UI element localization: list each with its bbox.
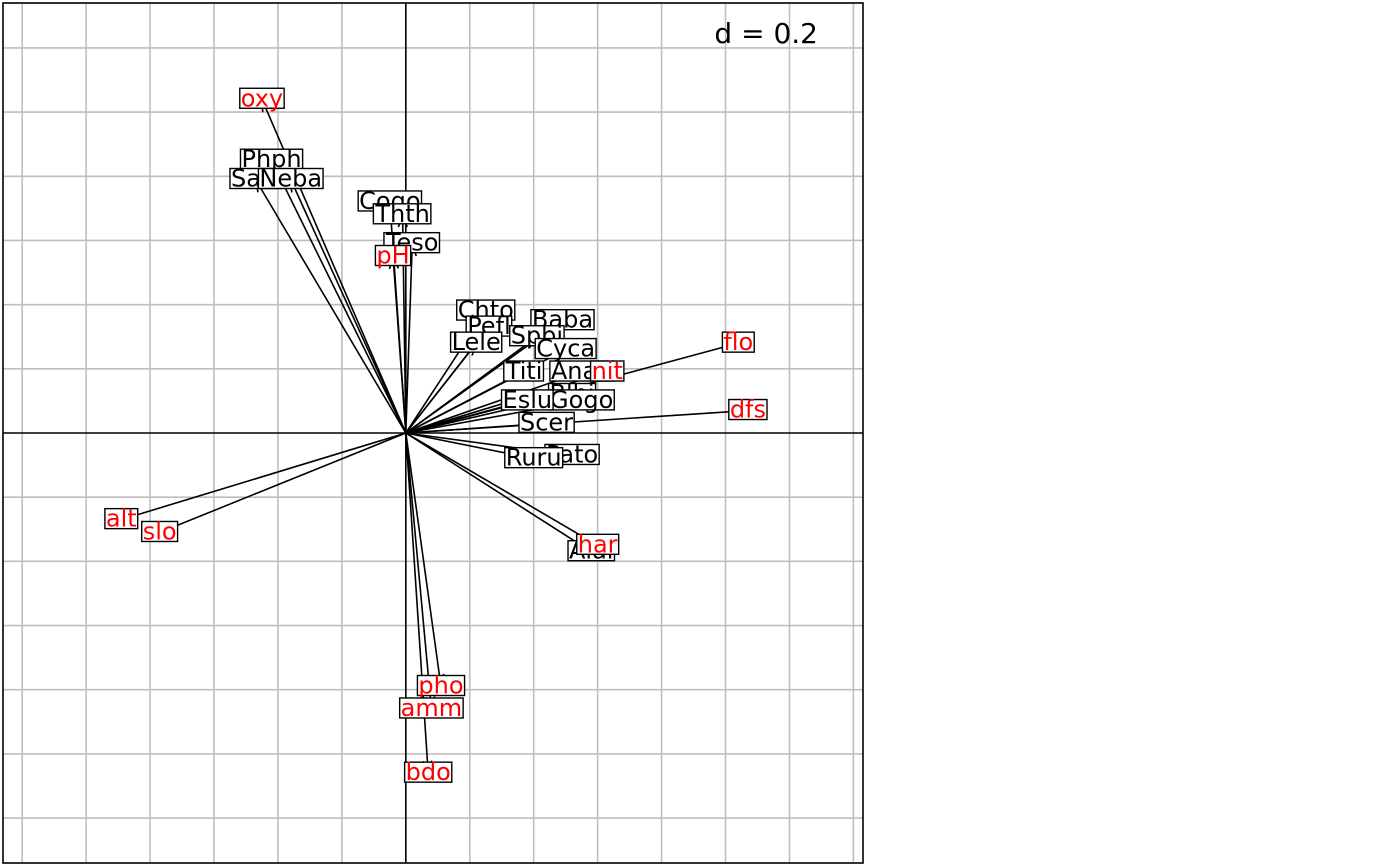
label-text: Lele bbox=[452, 328, 501, 356]
label-text: Eslu bbox=[503, 386, 553, 414]
label-text: Scer bbox=[520, 408, 573, 436]
label-text: nit bbox=[592, 357, 623, 385]
arrow-bdo bbox=[405, 432, 430, 774]
label-box bbox=[257, 167, 324, 190]
label-text: slo bbox=[143, 517, 177, 545]
label-text: flo bbox=[723, 328, 753, 356]
label-box bbox=[141, 520, 179, 543]
label-box bbox=[416, 674, 466, 697]
plot-frame bbox=[2, 2, 864, 864]
label-text: dfs bbox=[730, 396, 766, 424]
env-label-har: har bbox=[576, 530, 620, 558]
label-text: har bbox=[578, 530, 618, 558]
arrow-pho bbox=[405, 432, 442, 687]
env-label-bdo: bdo bbox=[403, 758, 453, 786]
arrow-spbi bbox=[405, 336, 538, 434]
env-label-amm: amm bbox=[398, 694, 464, 722]
label-text: pH bbox=[376, 242, 409, 270]
point-labels: PhphSatrNebaCogoThthTesoChtoPeflLeleBaba… bbox=[104, 84, 768, 786]
arrow-neba bbox=[290, 179, 407, 434]
scale-label: d = 0.2 bbox=[714, 17, 818, 50]
arrow-har bbox=[405, 432, 599, 547]
env-label-dfs: dfs bbox=[728, 396, 768, 424]
label-box bbox=[500, 389, 554, 411]
species-label-ruru: Ruru bbox=[504, 444, 564, 472]
label-text: pho bbox=[418, 672, 463, 700]
env-label-ph: pH bbox=[374, 242, 412, 270]
label-text: bdo bbox=[406, 758, 451, 786]
arrow-lele bbox=[405, 342, 477, 434]
label-box bbox=[374, 244, 412, 267]
label-box bbox=[534, 337, 597, 360]
arrow-teso bbox=[405, 243, 414, 434]
species-label-eslu: Eslu bbox=[500, 386, 554, 414]
arrow-satr bbox=[254, 179, 407, 434]
label-text: alt bbox=[106, 505, 137, 533]
label-box bbox=[721, 331, 755, 353]
label-box bbox=[403, 761, 453, 783]
env-label-nit: nit bbox=[589, 357, 625, 385]
arrow-alt bbox=[121, 432, 407, 521]
species-label-lele: Lele bbox=[449, 328, 503, 356]
label-text: Neba bbox=[259, 164, 322, 192]
label-box bbox=[398, 697, 464, 719]
label-box bbox=[518, 411, 575, 434]
species-label-cyca: Cyca bbox=[534, 335, 597, 363]
label-box bbox=[449, 331, 503, 353]
species-label-neba: Neba bbox=[257, 164, 324, 192]
label-text: Ruru bbox=[506, 444, 562, 472]
arrow-slo bbox=[159, 432, 407, 534]
species-label-scer: Scer bbox=[518, 408, 575, 436]
env-label-oxy: oxy bbox=[239, 84, 285, 112]
arrow-amm bbox=[405, 432, 433, 710]
env-label-slo: slo bbox=[141, 517, 179, 545]
arrow-phph bbox=[270, 159, 407, 434]
arrow-alal bbox=[405, 432, 592, 553]
label-box bbox=[239, 87, 285, 109]
label-box bbox=[104, 507, 139, 530]
label-text: oxy bbox=[241, 84, 283, 112]
label-text: Gogo bbox=[550, 386, 613, 414]
env-label-alt: alt bbox=[104, 505, 139, 533]
origin-axes bbox=[3, 3, 863, 863]
label-text: Cyca bbox=[536, 335, 595, 363]
label-text: Titi bbox=[505, 357, 543, 385]
species-label-titi: Titi bbox=[503, 357, 545, 385]
env-label-flo: flo bbox=[721, 328, 755, 356]
label-box bbox=[576, 533, 620, 556]
label-box bbox=[503, 360, 545, 382]
env-label-pho: pho bbox=[416, 672, 466, 700]
label-box bbox=[589, 360, 625, 382]
label-box bbox=[504, 446, 564, 469]
label-text: amm bbox=[401, 694, 462, 722]
species-label-thth: Thth bbox=[372, 200, 432, 228]
label-box bbox=[728, 398, 768, 421]
label-box bbox=[372, 203, 432, 225]
label-text: Thth bbox=[374, 200, 430, 228]
arrow-anan bbox=[405, 371, 582, 434]
arrow-titi bbox=[405, 371, 525, 434]
